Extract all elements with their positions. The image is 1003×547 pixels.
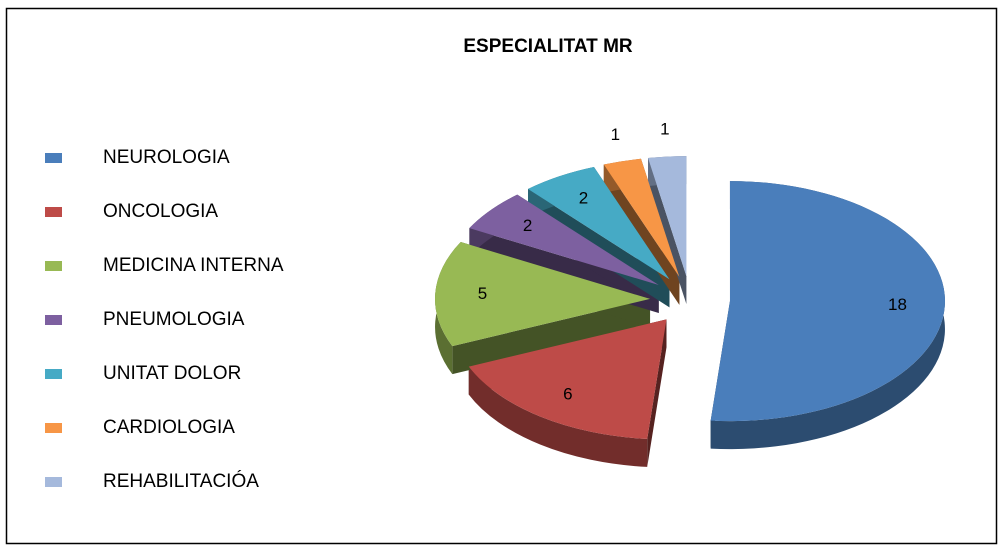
legend-swatch [45, 261, 62, 271]
slice-side [468, 366, 648, 467]
slice [603, 158, 680, 277]
data-label: 18 [888, 295, 907, 314]
legend-swatch [45, 207, 62, 217]
legend-label: NEUROLOGIA [103, 147, 230, 168]
legend-swatch [45, 423, 62, 433]
legend-label: CARDIOLOGIA [103, 417, 235, 438]
slice [528, 167, 670, 280]
data-label: 2 [523, 216, 532, 235]
data-label: 1 [611, 125, 620, 144]
slice-wall [648, 158, 687, 305]
legend-swatch [45, 315, 62, 325]
legend-label: ONCOLOGIA [103, 201, 218, 222]
slice-wall [647, 319, 667, 467]
slice [710, 181, 945, 422]
data-label: 2 [579, 189, 588, 208]
legend-label: MEDICINA INTERNA [103, 255, 284, 276]
legend-label: PNEUMOLOGIA [103, 309, 245, 330]
legend-swatch [45, 477, 62, 487]
slice [468, 319, 667, 439]
chart-title: ESPECIALITAT MR [463, 36, 633, 57]
legend-label: UNITAT DOLOR [103, 363, 241, 384]
slice [435, 242, 651, 347]
legend-label: REHABILITACIÓA [103, 470, 259, 492]
data-label: 1 [660, 120, 669, 139]
slice-wall [452, 298, 651, 375]
legend-swatch [45, 369, 62, 379]
slice [469, 194, 659, 286]
slice [648, 156, 687, 277]
legend-swatch [45, 153, 62, 163]
data-label: 5 [478, 284, 487, 303]
data-label: 6 [563, 385, 572, 404]
pie-tops: 18 6 5 2 2 1 1 [435, 120, 945, 439]
